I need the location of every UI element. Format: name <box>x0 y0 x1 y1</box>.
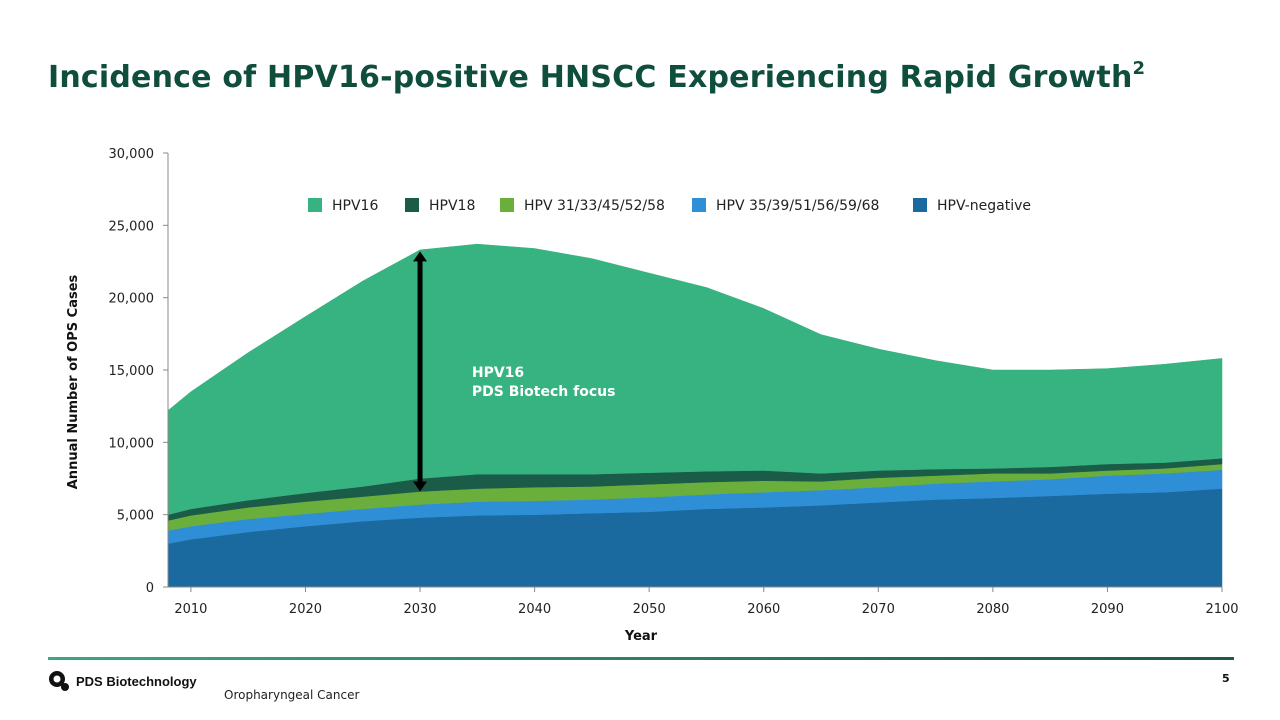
x-tick-label: 2040 <box>518 602 551 617</box>
legend: HPV16 HPV18 HPV 31/33/45/52/58 HPV 35/39/51… <box>308 198 1031 214</box>
legend-swatch <box>405 198 419 212</box>
x-tick-label: 2020 <box>289 602 322 617</box>
x-tick-label: 2100 <box>1205 602 1238 617</box>
y-tick-label: 10,000 <box>109 436 155 451</box>
footer-note: Oropharyngeal Cancer <box>224 688 360 702</box>
annotation-label: PDS Biotech focus <box>472 384 616 400</box>
x-tick-label: 2090 <box>1091 602 1124 617</box>
area-hpv16 <box>167 243 1223 516</box>
legend-label: HPV 35/39/51/56/59/68 <box>716 198 879 214</box>
x-tick-label: 2050 <box>633 602 666 617</box>
logo-icon <box>49 671 69 691</box>
legend-swatch <box>913 198 927 212</box>
legend-label: HPV-negative <box>937 198 1031 214</box>
x-tick-label: 2010 <box>174 602 207 617</box>
page-title-text: Incidence of HPV16-positive HNSCC Experi… <box>48 60 1133 95</box>
y-tick-label: 0 <box>146 581 154 596</box>
annotation: HPV16 PDS Biotech focus <box>413 251 616 492</box>
company-logo: PDS Biotechnology <box>48 670 197 692</box>
y-tick-label: 5,000 <box>117 509 154 524</box>
annotation-arrowhead-up <box>413 251 428 262</box>
y-tick-label: 30,000 <box>109 147 155 162</box>
annotation-label: HPV16 <box>472 365 524 381</box>
legend-swatch <box>692 198 706 212</box>
y-tick-label: 25,000 <box>109 219 155 234</box>
legend-label: HPV16 <box>332 198 378 214</box>
footer-divider <box>48 657 1234 660</box>
page-title: Incidence of HPV16-positive HNSCC Experi… <box>48 58 1146 95</box>
annotation-arrowhead-down <box>413 481 428 492</box>
legend-swatch <box>500 198 514 212</box>
x-axis-title: Year <box>624 629 658 644</box>
logo-text: PDS Biotechnology <box>76 673 197 689</box>
chart: 0 5,000 10,000 15,000 20,000 25,000 30,000 2010… <box>66 147 1239 644</box>
legend-swatch <box>308 198 322 212</box>
x-tick-label: 2060 <box>747 602 780 617</box>
legend-label: HPV 31/33/45/52/58 <box>524 198 665 214</box>
axes-group: 0 5,000 10,000 15,000 20,000 25,000 30,000 2010… <box>66 147 1239 644</box>
x-tick-label: 2080 <box>976 602 1009 617</box>
page-number: 5 <box>1222 672 1230 685</box>
legend-label: HPV18 <box>429 198 475 214</box>
x-tick-label: 2070 <box>862 602 895 617</box>
y-tick-label: 20,000 <box>109 292 155 307</box>
y-axis-title: Annual Number of OPS Cases <box>66 274 81 489</box>
x-tick-label: 2030 <box>403 602 436 617</box>
area-series-group <box>167 243 1223 588</box>
title-footnote-marker: 2 <box>1132 58 1146 79</box>
y-tick-label: 15,000 <box>109 364 155 379</box>
